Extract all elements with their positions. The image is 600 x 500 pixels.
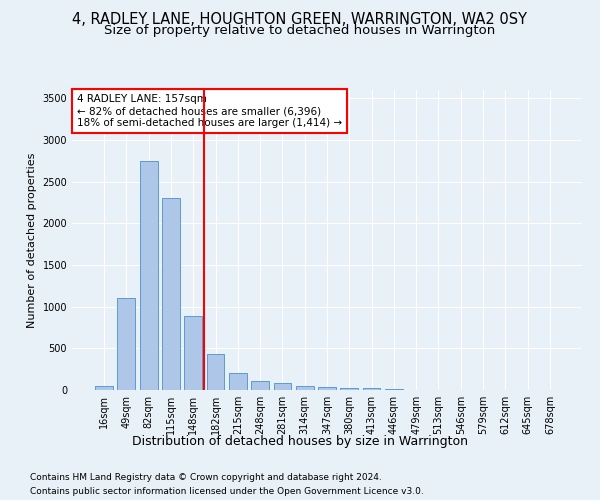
Text: 4, RADLEY LANE, HOUGHTON GREEN, WARRINGTON, WA2 0SY: 4, RADLEY LANE, HOUGHTON GREEN, WARRINGT… (73, 12, 527, 28)
Bar (251, 381, 269, 390)
Bar (184, 316, 202, 390)
Bar (140, 161, 158, 390)
Bar (162, 198, 180, 390)
Text: Contains public sector information licensed under the Open Government Licence v3: Contains public sector information licen… (30, 488, 424, 496)
Bar (229, 374, 247, 390)
Bar (340, 388, 358, 390)
Y-axis label: Number of detached properties: Number of detached properties (27, 152, 37, 328)
Bar (385, 389, 403, 390)
Bar (274, 382, 292, 390)
Text: Size of property relative to detached houses in Warrington: Size of property relative to detached ho… (104, 24, 496, 37)
Bar (362, 388, 380, 390)
Text: 4 RADLEY LANE: 157sqm
← 82% of detached houses are smaller (6,396)
18% of semi-d: 4 RADLEY LANE: 157sqm ← 82% of detached … (77, 94, 342, 128)
Bar (318, 387, 336, 390)
Bar (118, 298, 136, 390)
Text: Contains HM Land Registry data © Crown copyright and database right 2024.: Contains HM Land Registry data © Crown c… (30, 472, 382, 482)
Text: Distribution of detached houses by size in Warrington: Distribution of detached houses by size … (132, 435, 468, 448)
Bar (206, 354, 224, 390)
Bar (95, 386, 113, 390)
Bar (296, 386, 314, 390)
